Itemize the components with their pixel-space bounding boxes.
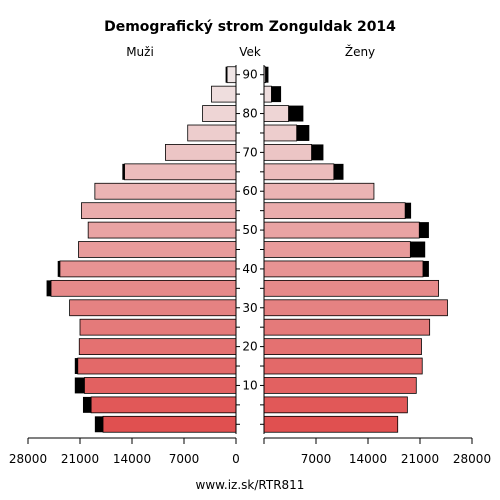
female-bar-65-69 — [263, 163, 335, 181]
left-label: Muži — [126, 45, 154, 59]
age-tick-label: 40 — [242, 262, 257, 276]
female-bar-80-84 — [263, 105, 289, 122]
female-bar-15-19 — [263, 357, 423, 375]
female-bar-20-24 — [263, 338, 422, 355]
x-tick-label-left: 14000 — [113, 452, 151, 466]
female-extra-70-74 — [311, 144, 324, 161]
female-extra-50-54 — [419, 222, 429, 239]
female-bar-70-74 — [263, 144, 312, 161]
female-bar-40-44 — [263, 260, 424, 278]
male-extra-65-69 — [122, 163, 125, 180]
female-extra-65-69 — [333, 163, 344, 180]
age-tick-label: 90 — [242, 68, 257, 82]
male-extra-0-4 — [94, 416, 104, 433]
male-bars — [46, 66, 237, 433]
male-bar-55-59 — [81, 202, 237, 220]
female-bar-45-49 — [263, 241, 411, 258]
female-bar-75-79 — [263, 124, 298, 142]
female-extra-40-44 — [422, 260, 429, 277]
female-bar-10-14 — [263, 377, 417, 394]
female-bar-50-54 — [263, 221, 420, 239]
male-bar-45-49 — [78, 241, 237, 258]
x-tick-label-left: 28000 — [9, 452, 47, 466]
male-bar-40-44 — [59, 260, 237, 278]
female-extra-45-49 — [410, 241, 426, 258]
male-bar-25-29 — [79, 318, 237, 336]
female-bar-5-9 — [263, 396, 408, 414]
axes: 10 20 30 40 50 60 70 80 90 28000 21000 14000 7000 0 70… — [9, 65, 491, 466]
male-extra-40-44 — [57, 260, 60, 277]
x-tick-label-left: 7000 — [169, 452, 200, 466]
female-bar-55-59 — [263, 202, 406, 220]
male-bar-35-39 — [50, 279, 237, 297]
male-bar-20-24 — [78, 338, 237, 355]
female-bar-85-89 — [263, 85, 272, 103]
male-bar-30-34 — [69, 299, 237, 317]
male-bar-85-89 — [211, 85, 237, 103]
male-extra-15-19 — [74, 358, 78, 374]
male-bar-10-14 — [84, 377, 237, 394]
male-extra-90+ — [225, 66, 228, 83]
age-tick-label: 20 — [242, 340, 257, 354]
female-bar-25-29 — [263, 318, 431, 336]
chart-title: Demografický strom Zonguldak 2014 — [104, 19, 396, 35]
x-tick-label-left: 0 — [232, 452, 240, 466]
x-tick-label-right: 21000 — [401, 452, 439, 466]
male-bar-15-19 — [77, 357, 237, 375]
female-extra-55-59 — [405, 202, 412, 219]
age-tick-label: 30 — [242, 301, 257, 315]
right-label: Ženy — [345, 44, 375, 59]
x-tick-label-left: 21000 — [61, 452, 99, 466]
age-tick-label: 80 — [242, 107, 257, 121]
male-bar-80-84 — [202, 105, 237, 122]
female-bar-60-64 — [263, 182, 375, 200]
male-bar-75-79 — [187, 124, 237, 142]
female-extra-90+ — [265, 66, 269, 83]
age-tick-label: 50 — [242, 223, 257, 237]
male-extra-35-39 — [46, 280, 52, 297]
x-tick-label-right: 7000 — [301, 452, 332, 466]
male-bar-90+ — [226, 66, 237, 84]
female-bar-30-34 — [263, 299, 448, 317]
female-extra-85-89 — [271, 86, 282, 103]
age-tick-label: 10 — [242, 378, 257, 392]
female-extra-80-84 — [288, 105, 304, 122]
female-bar-35-39 — [263, 279, 439, 297]
footer-source: www.iz.sk/RTR811 — [196, 478, 305, 492]
male-bar-0-4 — [102, 415, 237, 433]
center-label: Vek — [239, 45, 261, 59]
male-bar-5-9 — [90, 396, 237, 414]
male-bar-65-69 — [124, 163, 237, 181]
male-extra-5-9 — [82, 396, 92, 413]
x-tick-label-right: 14000 — [349, 452, 387, 466]
female-extra-75-79 — [296, 125, 310, 141]
age-tick-label: 70 — [242, 145, 257, 159]
age-tick-label: 60 — [242, 184, 257, 198]
male-bar-50-54 — [87, 221, 237, 239]
x-tick-label-right: 28000 — [453, 452, 491, 466]
male-bar-60-64 — [94, 182, 237, 200]
male-bar-70-74 — [165, 144, 237, 161]
female-bars — [263, 66, 448, 433]
female-bar-0-4 — [263, 415, 399, 433]
male-extra-10-14 — [74, 377, 85, 394]
